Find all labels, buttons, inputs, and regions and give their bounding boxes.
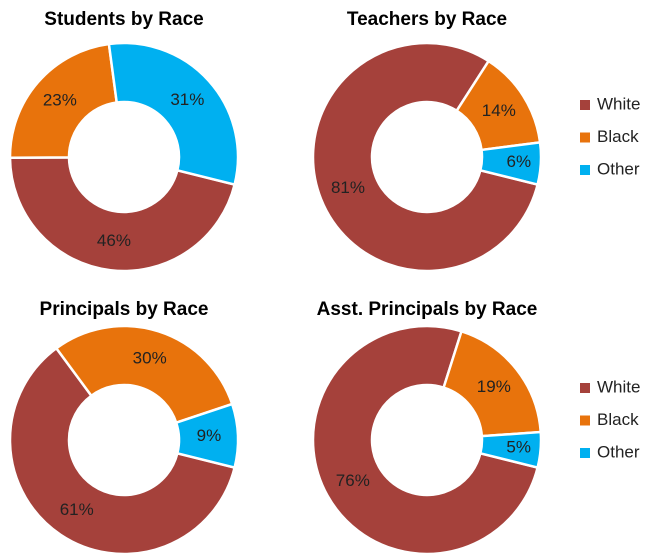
- chart-title: Asst. Principals by Race: [317, 299, 538, 320]
- donut-slice: [54, 324, 234, 425]
- donut-slice: [478, 430, 543, 470]
- donut-slice: [107, 41, 240, 187]
- legend-label: White: [597, 94, 640, 113]
- legend-label: Black: [597, 127, 639, 146]
- legend-swatch: [580, 132, 590, 143]
- data-label: 76%: [336, 471, 370, 490]
- donut-slice: [311, 324, 540, 556]
- data-label: 31%: [170, 90, 204, 109]
- legend-swatch: [580, 383, 590, 393]
- donut-slice: [174, 402, 240, 470]
- data-label: 19%: [477, 377, 511, 396]
- donut-slice: [311, 41, 540, 273]
- chart-title: Students by Race: [44, 9, 203, 30]
- data-label: 61%: [60, 500, 94, 519]
- data-label: 46%: [97, 231, 131, 250]
- data-label: 6%: [507, 152, 532, 171]
- legend-label: White: [597, 377, 640, 396]
- legend-swatch: [580, 415, 590, 426]
- chart-title: Teachers by Race: [347, 9, 507, 30]
- chart-title: Principals by Race: [40, 299, 209, 320]
- donut-slice: [8, 42, 119, 160]
- legend-swatch: [580, 165, 590, 175]
- donut-slice: [442, 329, 543, 438]
- data-label: 14%: [482, 101, 516, 120]
- data-label: 81%: [331, 178, 365, 197]
- data-label: 9%: [197, 426, 222, 445]
- legend-label: Other: [597, 159, 640, 178]
- data-label: 30%: [133, 348, 167, 367]
- legend-label: Black: [597, 410, 639, 429]
- data-label: 5%: [506, 438, 531, 457]
- donut-slice: [8, 346, 237, 556]
- donut-slice: [8, 156, 237, 273]
- data-label: 23%: [43, 91, 77, 110]
- donut-slice: [478, 140, 543, 187]
- legend-swatch: [580, 448, 590, 458]
- legend-swatch: [580, 100, 590, 110]
- legend-label: Other: [597, 442, 640, 461]
